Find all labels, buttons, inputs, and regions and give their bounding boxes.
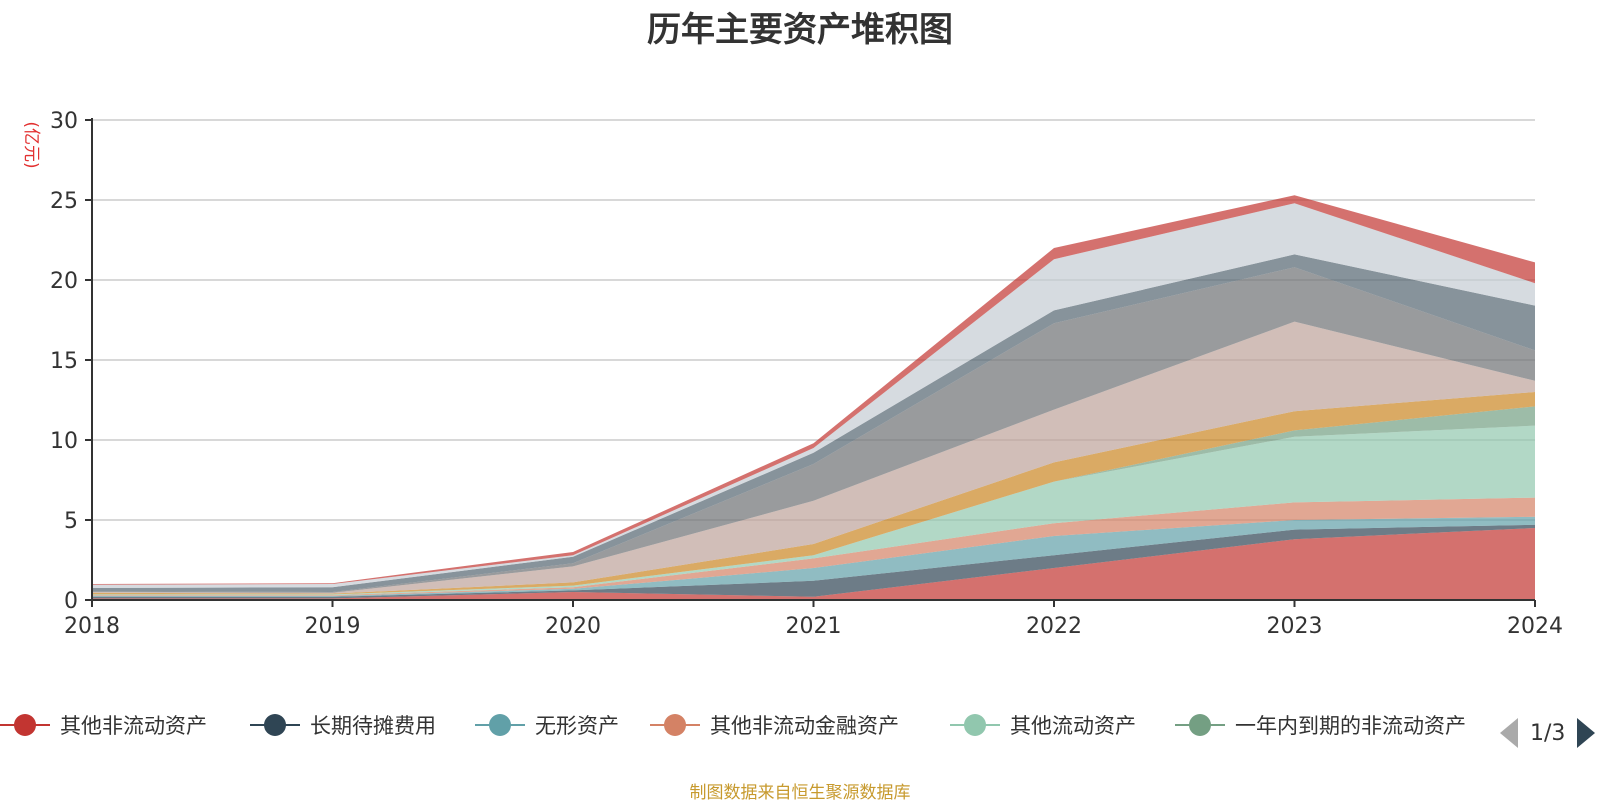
legend-label: 其他非流动资产 bbox=[60, 714, 207, 738]
source-note: 制图数据来自恒生聚源数据库 bbox=[689, 783, 911, 803]
legend-pager: 1/3 bbox=[1500, 716, 1596, 750]
y-tick-label: 10 bbox=[50, 429, 78, 454]
legend-page-indicator: 1/3 bbox=[1530, 720, 1566, 746]
x-tick-label: 2023 bbox=[1267, 614, 1323, 639]
legend-label: 其他流动资产 bbox=[1010, 714, 1136, 738]
x-tick-label: 2022 bbox=[1026, 614, 1082, 639]
axes bbox=[85, 118, 1536, 607]
stacked-area-chart: 0 5 10 15 20 25 30 2018 2019 2020 2021 2022 2023 2024… bbox=[21, 109, 1563, 639]
area-series-8 bbox=[92, 267, 1535, 593]
area-series-5 bbox=[92, 406, 1535, 595]
area-series-11 bbox=[92, 195, 1535, 585]
tick-labels: 0 5 10 15 20 25 30 2018 2019 2020 2021 2022 2023 2024 bbox=[50, 109, 1563, 639]
legend-item[interactable]: 其他流动资产 bbox=[950, 705, 1136, 745]
y-axis-unit-label: (亿元) bbox=[21, 121, 41, 168]
legend-item[interactable]: 长期待摊费用 bbox=[250, 705, 436, 745]
legend-label: 一年内到期的非流动资产 bbox=[1235, 714, 1466, 738]
grid-lines bbox=[92, 119, 1535, 521]
area-series-9 bbox=[92, 254, 1535, 592]
area-series-4 bbox=[92, 425, 1535, 596]
area-series-6 bbox=[92, 392, 1535, 595]
legend-label: 长期待摊费用 bbox=[310, 714, 436, 738]
y-tick-label: 15 bbox=[50, 349, 78, 374]
area-series bbox=[92, 195, 1535, 600]
legend-item[interactable]: 其他非流动资产 bbox=[0, 705, 207, 745]
legend-prev-page-icon[interactable] bbox=[1500, 718, 1518, 748]
legend-label: 无形资产 bbox=[535, 714, 619, 738]
legend-label: 其他非流动金融资产 bbox=[710, 714, 899, 738]
x-tick-label: 2020 bbox=[545, 614, 601, 639]
legend-marker-icon bbox=[1175, 710, 1225, 740]
area-series-0 bbox=[92, 528, 1535, 600]
legend-marker-icon bbox=[250, 710, 300, 740]
area-series-10 bbox=[92, 203, 1535, 588]
y-tick-label: 30 bbox=[50, 109, 78, 134]
legend: 其他非流动资产 长期待摊费用 无形资产 其他非流动金融资产 其他流动资产 一年内到期的非流… bbox=[0, 705, 1490, 745]
legend-marker-icon bbox=[475, 710, 525, 740]
x-tick-label: 2019 bbox=[305, 614, 361, 639]
legend-marker-icon bbox=[0, 710, 50, 740]
legend-marker-icon bbox=[950, 710, 1000, 740]
x-tick-label: 2021 bbox=[786, 614, 842, 639]
y-tick-label: 5 bbox=[64, 509, 78, 534]
legend-item[interactable]: 无形资产 bbox=[475, 705, 619, 745]
chart-title: 历年主要资产堆积图 bbox=[647, 10, 953, 50]
area-series-7 bbox=[92, 321, 1535, 594]
y-tick-label: 0 bbox=[64, 589, 78, 614]
y-tick-label: 20 bbox=[50, 269, 78, 294]
legend-next-page-icon[interactable] bbox=[1577, 718, 1596, 748]
area-series-3 bbox=[92, 497, 1535, 596]
legend-item[interactable]: 一年内到期的非流动资产 bbox=[1175, 705, 1466, 745]
y-tick-label: 25 bbox=[50, 189, 78, 214]
area-series-1 bbox=[92, 524, 1535, 599]
x-tick-label: 2018 bbox=[64, 614, 120, 639]
legend-marker-icon bbox=[650, 710, 700, 740]
legend-item[interactable]: 其他非流动金融资产 bbox=[650, 705, 899, 745]
area-series-2 bbox=[92, 516, 1535, 597]
x-tick-label: 2024 bbox=[1507, 614, 1563, 639]
